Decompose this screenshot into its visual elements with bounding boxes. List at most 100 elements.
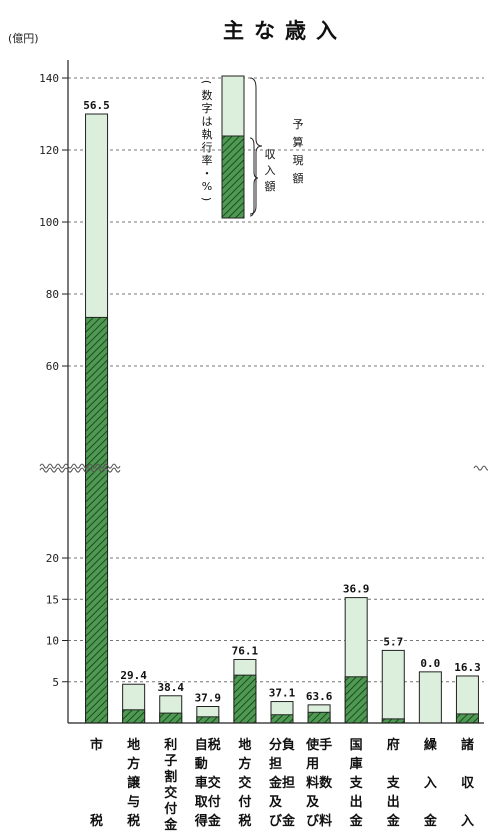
y-tick-label: 120: [39, 144, 59, 157]
category-label-kokko: 金: [349, 813, 364, 829]
legend-income-label: 収: [265, 148, 276, 161]
data-label-jidosha: 37.9: [195, 692, 222, 705]
bar-income-fu: [381, 718, 405, 724]
category-label-shiyoryo: 及: [306, 795, 320, 810]
category-label-jidosha: 動: [195, 756, 208, 772]
category-label-buntankin: 金: [281, 813, 296, 829]
category-label-rishiwari: 子: [164, 754, 177, 769]
data-label-shoshunyu: 16.3: [454, 661, 481, 674]
legend-note: は: [202, 115, 213, 128]
category-label-chiho-joyozei: 与: [127, 795, 140, 810]
bar-income-shoshunyu: [455, 713, 479, 724]
y-tick-label: 140: [39, 72, 59, 85]
category-label-kokko: 出: [350, 794, 363, 810]
category-label-kokko: 国: [350, 738, 363, 753]
data-label-rishiwari: 38.4: [157, 681, 184, 694]
category-label-jidosha: 税: [208, 737, 221, 753]
category-label-buntankin: び: [269, 814, 283, 829]
y-tick-label: 5: [52, 676, 59, 689]
data-label-chiho-kofuzei: 76.1: [232, 644, 259, 657]
bar-income-chiho-joyozei: [122, 709, 146, 724]
y-tick-label: 20: [46, 552, 59, 565]
axis-break-mark: [39, 467, 121, 473]
legend-note: ): [200, 197, 213, 201]
bar-income-shiyoryo: [307, 711, 331, 724]
category-label-chiho-joyozei: 税: [127, 813, 140, 829]
legend-note: 数: [202, 89, 213, 102]
category-label-kurikomi: 繰: [424, 737, 438, 753]
data-label-chiho-joyozei: 29.4: [120, 669, 147, 682]
category-label-fu: 府: [387, 737, 400, 753]
category-label-kokko: 支: [349, 775, 364, 791]
legend-swatch-income: [221, 135, 245, 219]
category-label-fu: 支: [386, 775, 401, 791]
category-label-rishiwari: 交: [164, 785, 177, 801]
category-label-rishiwari: 利: [164, 737, 177, 753]
category-label-buntankin: 担: [269, 756, 282, 772]
axis-break-mark: [473, 465, 488, 471]
category-label-chiho-kofuzei: 地: [238, 737, 251, 753]
category-label-shoshunyu: 入: [461, 814, 474, 829]
bar-income-rishiwari: [159, 712, 183, 724]
category-label-rishiwari: 金: [163, 817, 178, 833]
y-tick-label: 15: [46, 593, 59, 606]
bar-income-buntankin: [270, 714, 294, 724]
category-label-jidosha: 付: [208, 794, 221, 810]
category-label-chiho-kofuzei: 方: [238, 756, 251, 772]
y-tick-label: 80: [46, 288, 59, 301]
legend-note: ・: [202, 167, 213, 180]
category-label-chiho-joyozei: 地: [127, 737, 140, 753]
category-label-buntankin: 金: [268, 775, 283, 791]
category-label-kurikomi: 入: [424, 776, 437, 791]
category-label-shiyoryo: 用: [305, 757, 319, 772]
bar-budget-fu: [381, 649, 405, 724]
category-label-jidosha: 得: [194, 813, 208, 829]
legend-budget-label: 予: [293, 118, 304, 131]
legend-budget-label: 算: [293, 135, 304, 149]
bar-budget-kurikomi: [418, 671, 442, 724]
category-label-rishiwari: 付: [164, 801, 177, 817]
data-label-shizei: 56.5: [83, 99, 110, 112]
category-label-chiho-kofuzei: 税: [238, 813, 251, 829]
category-label-shiyoryo: 手: [319, 737, 332, 753]
category-label-kokko: 庫: [350, 756, 363, 772]
data-label-kokko: 36.9: [343, 583, 370, 596]
category-label-shizei: 市: [90, 737, 103, 753]
y-tick-label: 60: [46, 360, 59, 373]
legend-note: 率: [202, 153, 213, 167]
bar-income-shizei: [85, 316, 109, 724]
data-label-buntankin: 37.1: [269, 687, 296, 700]
legend-budget-label: 額: [293, 172, 304, 185]
bar-income-kokko: [344, 676, 368, 724]
category-label-shiyoryo: 料: [319, 813, 332, 829]
legend-note: 字: [202, 101, 213, 115]
category-label-rishiwari: 割: [164, 769, 177, 785]
category-label-fu: 金: [386, 813, 401, 829]
category-label-chiho-kofuzei: 交: [238, 775, 251, 791]
category-label-kurikomi: 金: [423, 813, 438, 829]
y-tick-label: 10: [46, 635, 59, 648]
legend-income-label: 入: [265, 164, 276, 177]
data-label-shiyoryo: 63.6: [306, 690, 333, 703]
data-label-fu: 5.7: [383, 635, 403, 648]
data-label-kurikomi: 0.0: [420, 657, 440, 670]
category-label-shizei: 税: [90, 813, 103, 829]
legend-budget-label: 現: [293, 154, 304, 167]
axis-break-mark: [39, 463, 121, 469]
category-label-shiyoryo: び: [306, 814, 320, 829]
category-label-shiyoryo: 数: [319, 775, 333, 791]
bar-income-jidosha: [196, 716, 220, 724]
legend-note: 行: [202, 141, 213, 154]
bar-income-chiho-kofuzei: [233, 674, 257, 724]
y-tick-label: 100: [39, 216, 59, 229]
category-label-shiyoryo: 使: [305, 737, 320, 753]
legend-bracket-budget: [249, 77, 263, 215]
legend-note: %: [202, 180, 212, 193]
category-label-chiho-kofuzei: 付: [238, 794, 251, 810]
legend-income-label: 額: [265, 180, 276, 193]
unit-label: (億円): [8, 32, 39, 45]
category-label-jidosha: 交: [208, 775, 221, 791]
chart-title: 主な歳入: [223, 19, 347, 43]
legend-bracket-income: [249, 137, 259, 217]
